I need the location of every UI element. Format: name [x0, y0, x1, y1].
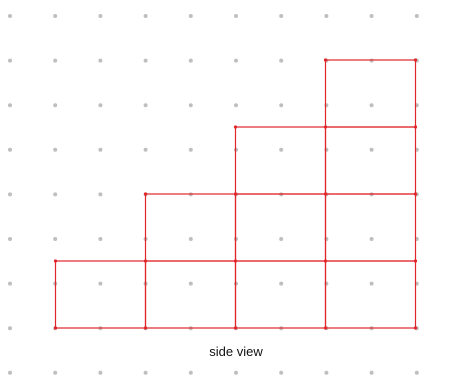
grid-dot	[234, 14, 238, 18]
block-cell	[144, 193, 237, 262]
grid-dot	[279, 147, 284, 152]
block-cell	[54, 260, 147, 329]
block-cell	[234, 260, 327, 329]
grid-dot	[98, 14, 103, 18]
grid-dot	[53, 14, 58, 18]
grid-dot	[98, 281, 103, 286]
grid-dot	[143, 58, 148, 63]
grid-dot	[324, 370, 329, 375]
grid-dot	[8, 326, 12, 331]
grid-dot	[143, 147, 148, 152]
grid-dot	[234, 103, 238, 108]
grid-dot	[8, 192, 12, 197]
grid-dot	[188, 147, 193, 152]
grid-dot	[8, 58, 12, 63]
grid-dot	[98, 147, 103, 152]
grid-dot	[53, 58, 58, 63]
grid-dot	[369, 370, 374, 375]
block-cell	[324, 260, 417, 329]
grid-dot	[53, 370, 58, 375]
grid-dot	[279, 370, 284, 375]
grid-dot	[234, 58, 238, 63]
grid-dot	[414, 370, 419, 375]
grid-dot	[188, 14, 193, 18]
block-vertex	[413, 125, 418, 129]
grid-dot	[188, 103, 193, 108]
grid-dot	[324, 14, 329, 18]
grid-dot	[414, 14, 419, 18]
grid-dot	[279, 237, 284, 241]
block-vertex	[323, 259, 328, 263]
grid-dot	[143, 103, 148, 108]
grid-dot	[279, 14, 284, 18]
block-cell	[234, 193, 327, 262]
grid-dot	[188, 237, 193, 241]
grid-dot	[8, 147, 12, 152]
grid-dot	[369, 14, 374, 18]
block-vertex	[413, 259, 418, 263]
grid-dot	[8, 370, 12, 375]
block-vertex	[323, 192, 328, 196]
block-vertex	[233, 125, 238, 129]
grid-dot	[279, 281, 284, 286]
block-cell	[234, 126, 327, 195]
block-vertex	[53, 326, 58, 330]
grid-dot	[8, 103, 12, 108]
grid-dot	[8, 14, 12, 18]
grid-dot	[188, 281, 193, 286]
block-vertex	[233, 259, 238, 263]
block-cell	[324, 59, 417, 128]
block-vertex	[413, 192, 418, 196]
block-vertex	[143, 259, 148, 263]
block-vertex	[143, 192, 148, 196]
grid-dot	[279, 58, 284, 63]
grid-dot	[143, 14, 148, 18]
grid-dot	[369, 237, 374, 241]
block-vertex	[413, 58, 418, 62]
grid-dot	[279, 103, 284, 108]
grid-dot	[53, 192, 58, 197]
block-vertex	[233, 192, 238, 196]
block-cell	[324, 126, 417, 195]
grid-dot	[369, 147, 374, 152]
block-vertex	[323, 326, 328, 330]
block-cell	[144, 260, 237, 329]
caption-side-view: side view	[209, 344, 263, 359]
block-vertex	[233, 326, 238, 330]
grid-dot	[188, 370, 193, 375]
block-vertex	[413, 326, 418, 330]
block-vertex	[323, 125, 328, 129]
grid-dot	[8, 237, 12, 241]
grid-dot	[369, 281, 374, 286]
block-vertex	[323, 58, 328, 62]
grid-dot	[369, 103, 374, 108]
grid-dot	[98, 58, 103, 63]
block-stack	[53, 58, 418, 330]
grid-dot	[98, 370, 103, 375]
grid-dot	[98, 192, 103, 197]
grid-dot	[234, 370, 238, 375]
block-cell	[324, 193, 417, 262]
grid-dot	[53, 103, 58, 108]
block-vertex	[143, 326, 148, 330]
grid-dot	[53, 237, 58, 241]
grid-dot	[98, 237, 103, 241]
block-vertex	[53, 259, 58, 263]
grid-dot	[188, 58, 193, 63]
grid-dot	[143, 370, 148, 375]
grid-dot	[8, 281, 12, 286]
grid-dot	[53, 147, 58, 152]
grid-dot	[98, 103, 103, 108]
